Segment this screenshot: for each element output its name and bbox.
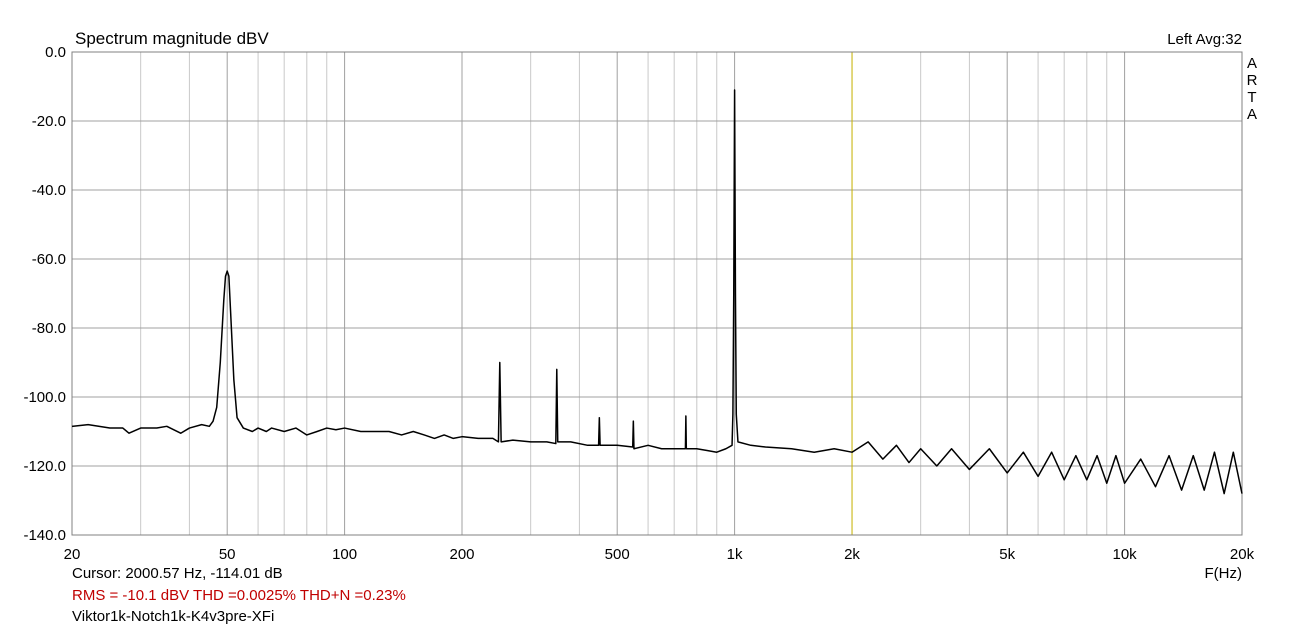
summary: RMS = -10.1 dBV THD =0.0025% THD+N =0.23…	[72, 587, 406, 604]
y-tick-label: 0.0	[45, 44, 66, 61]
x-tick-label: 5k	[999, 546, 1015, 563]
y-tick-label: -80.0	[32, 320, 66, 337]
x-tick-label: 20	[64, 546, 81, 563]
x-tick-label: 10k	[1113, 546, 1138, 563]
x-tick-label: 500	[605, 546, 630, 563]
y-tick-label: -60.0	[32, 251, 66, 268]
y-tick-label: -100.0	[23, 389, 66, 406]
x-tick-label: 200	[449, 546, 474, 563]
file-name: Viktor1k-Notch1k-K4v3pre-XFi	[72, 608, 274, 625]
x-axis-label: F(Hz)	[1205, 565, 1243, 582]
y-tick-label: -40.0	[32, 182, 66, 199]
x-tick-label: 20k	[1230, 546, 1255, 563]
y-tick-label: -140.0	[23, 527, 66, 544]
plot-frame	[71, 51, 1243, 536]
x-tick-label: 2k	[844, 546, 860, 563]
x-tick-label: 50	[219, 546, 236, 563]
channel-info: Left Avg:32	[1167, 31, 1242, 48]
y-tick-label: -20.0	[32, 113, 66, 130]
x-tick-label: 100	[332, 546, 357, 563]
chart-title: Spectrum magnitude dBV	[75, 29, 269, 48]
x-tick-label: 1k	[727, 546, 743, 563]
y-tick-label: -120.0	[23, 458, 66, 475]
spectrum-line	[71, 89, 1243, 495]
brand: ARTA	[1244, 55, 1261, 123]
cursor-readout: Cursor: 2000.57 Hz, -114.01 dB	[72, 565, 283, 582]
